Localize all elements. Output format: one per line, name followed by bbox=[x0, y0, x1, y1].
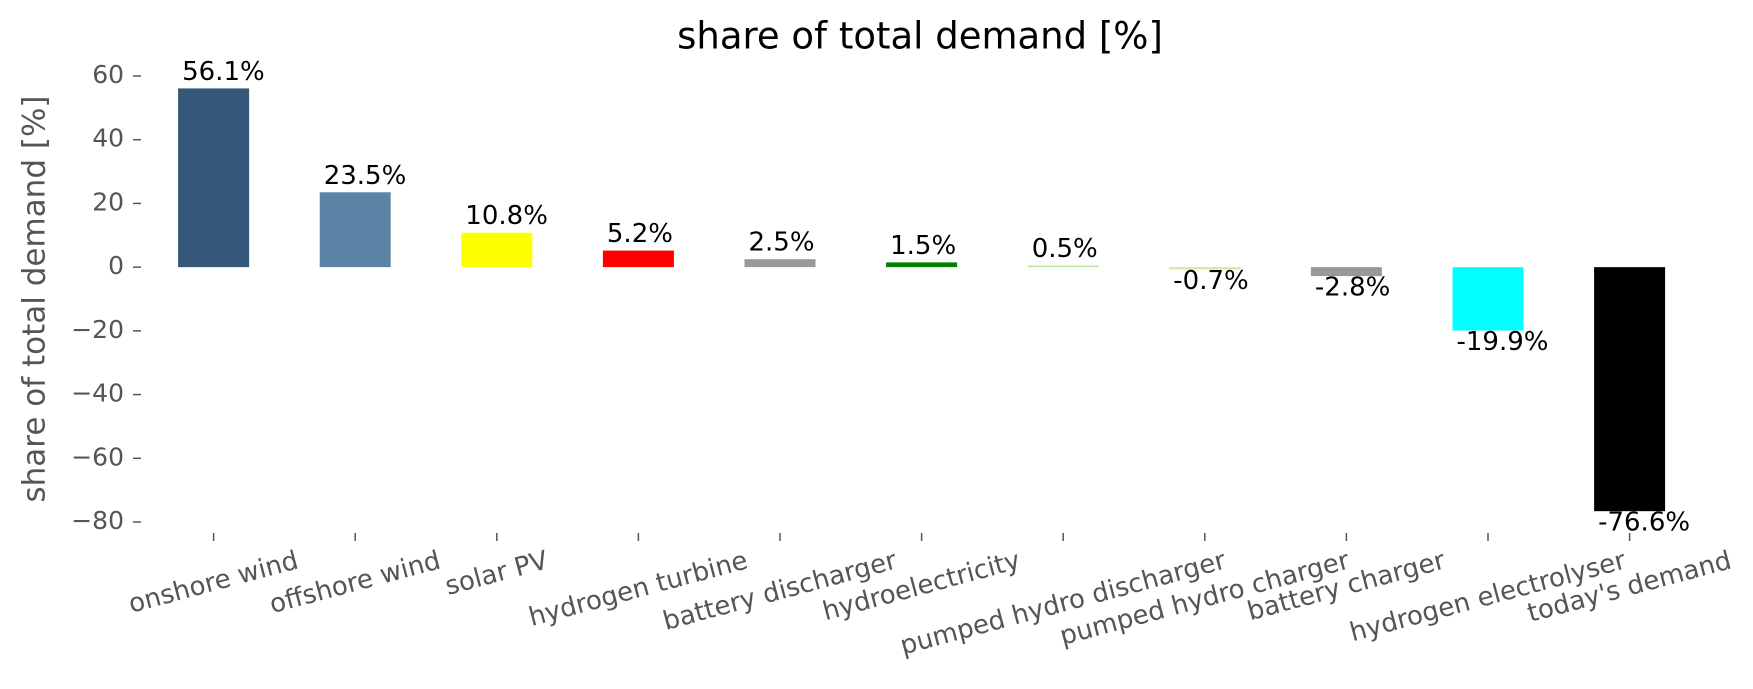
y-tick-label: −80 bbox=[71, 506, 124, 535]
bar bbox=[744, 259, 816, 268]
value-label: -19.9% bbox=[1457, 327, 1549, 357]
bar bbox=[319, 192, 391, 268]
y-tick-label: 60 bbox=[92, 60, 124, 89]
y-axis-label: share of total demand [%] bbox=[17, 95, 53, 502]
bar bbox=[1594, 267, 1666, 512]
bar bbox=[178, 88, 250, 268]
bar bbox=[1169, 267, 1241, 270]
y-tick-label: −20 bbox=[71, 315, 124, 344]
y-tick-label: −60 bbox=[71, 442, 124, 471]
y-tick-label: 20 bbox=[92, 187, 124, 216]
y-tick-label: −40 bbox=[71, 379, 124, 408]
value-label: 5.2% bbox=[607, 219, 673, 249]
value-label: 10.8% bbox=[465, 201, 548, 231]
bar bbox=[602, 250, 674, 268]
bar bbox=[1452, 267, 1524, 331]
value-label: 56.1% bbox=[182, 57, 265, 87]
value-label: 1.5% bbox=[890, 231, 956, 261]
x-tick-label: solar PV bbox=[442, 546, 551, 602]
y-tick-label: 0 bbox=[108, 251, 124, 280]
value-label: 2.5% bbox=[749, 228, 815, 258]
chart-title: share of total demand [%] bbox=[677, 15, 1163, 58]
value-label: -76.6% bbox=[1598, 508, 1690, 538]
bar bbox=[886, 262, 958, 268]
value-label: 23.5% bbox=[324, 161, 407, 191]
value-label: -0.7% bbox=[1173, 266, 1248, 296]
bar bbox=[461, 232, 533, 268]
value-label: 0.5% bbox=[1032, 234, 1098, 264]
bar bbox=[1027, 265, 1099, 268]
value-label: -2.8% bbox=[1315, 273, 1390, 303]
bar bbox=[1310, 267, 1382, 277]
y-tick-label: 40 bbox=[92, 124, 124, 153]
